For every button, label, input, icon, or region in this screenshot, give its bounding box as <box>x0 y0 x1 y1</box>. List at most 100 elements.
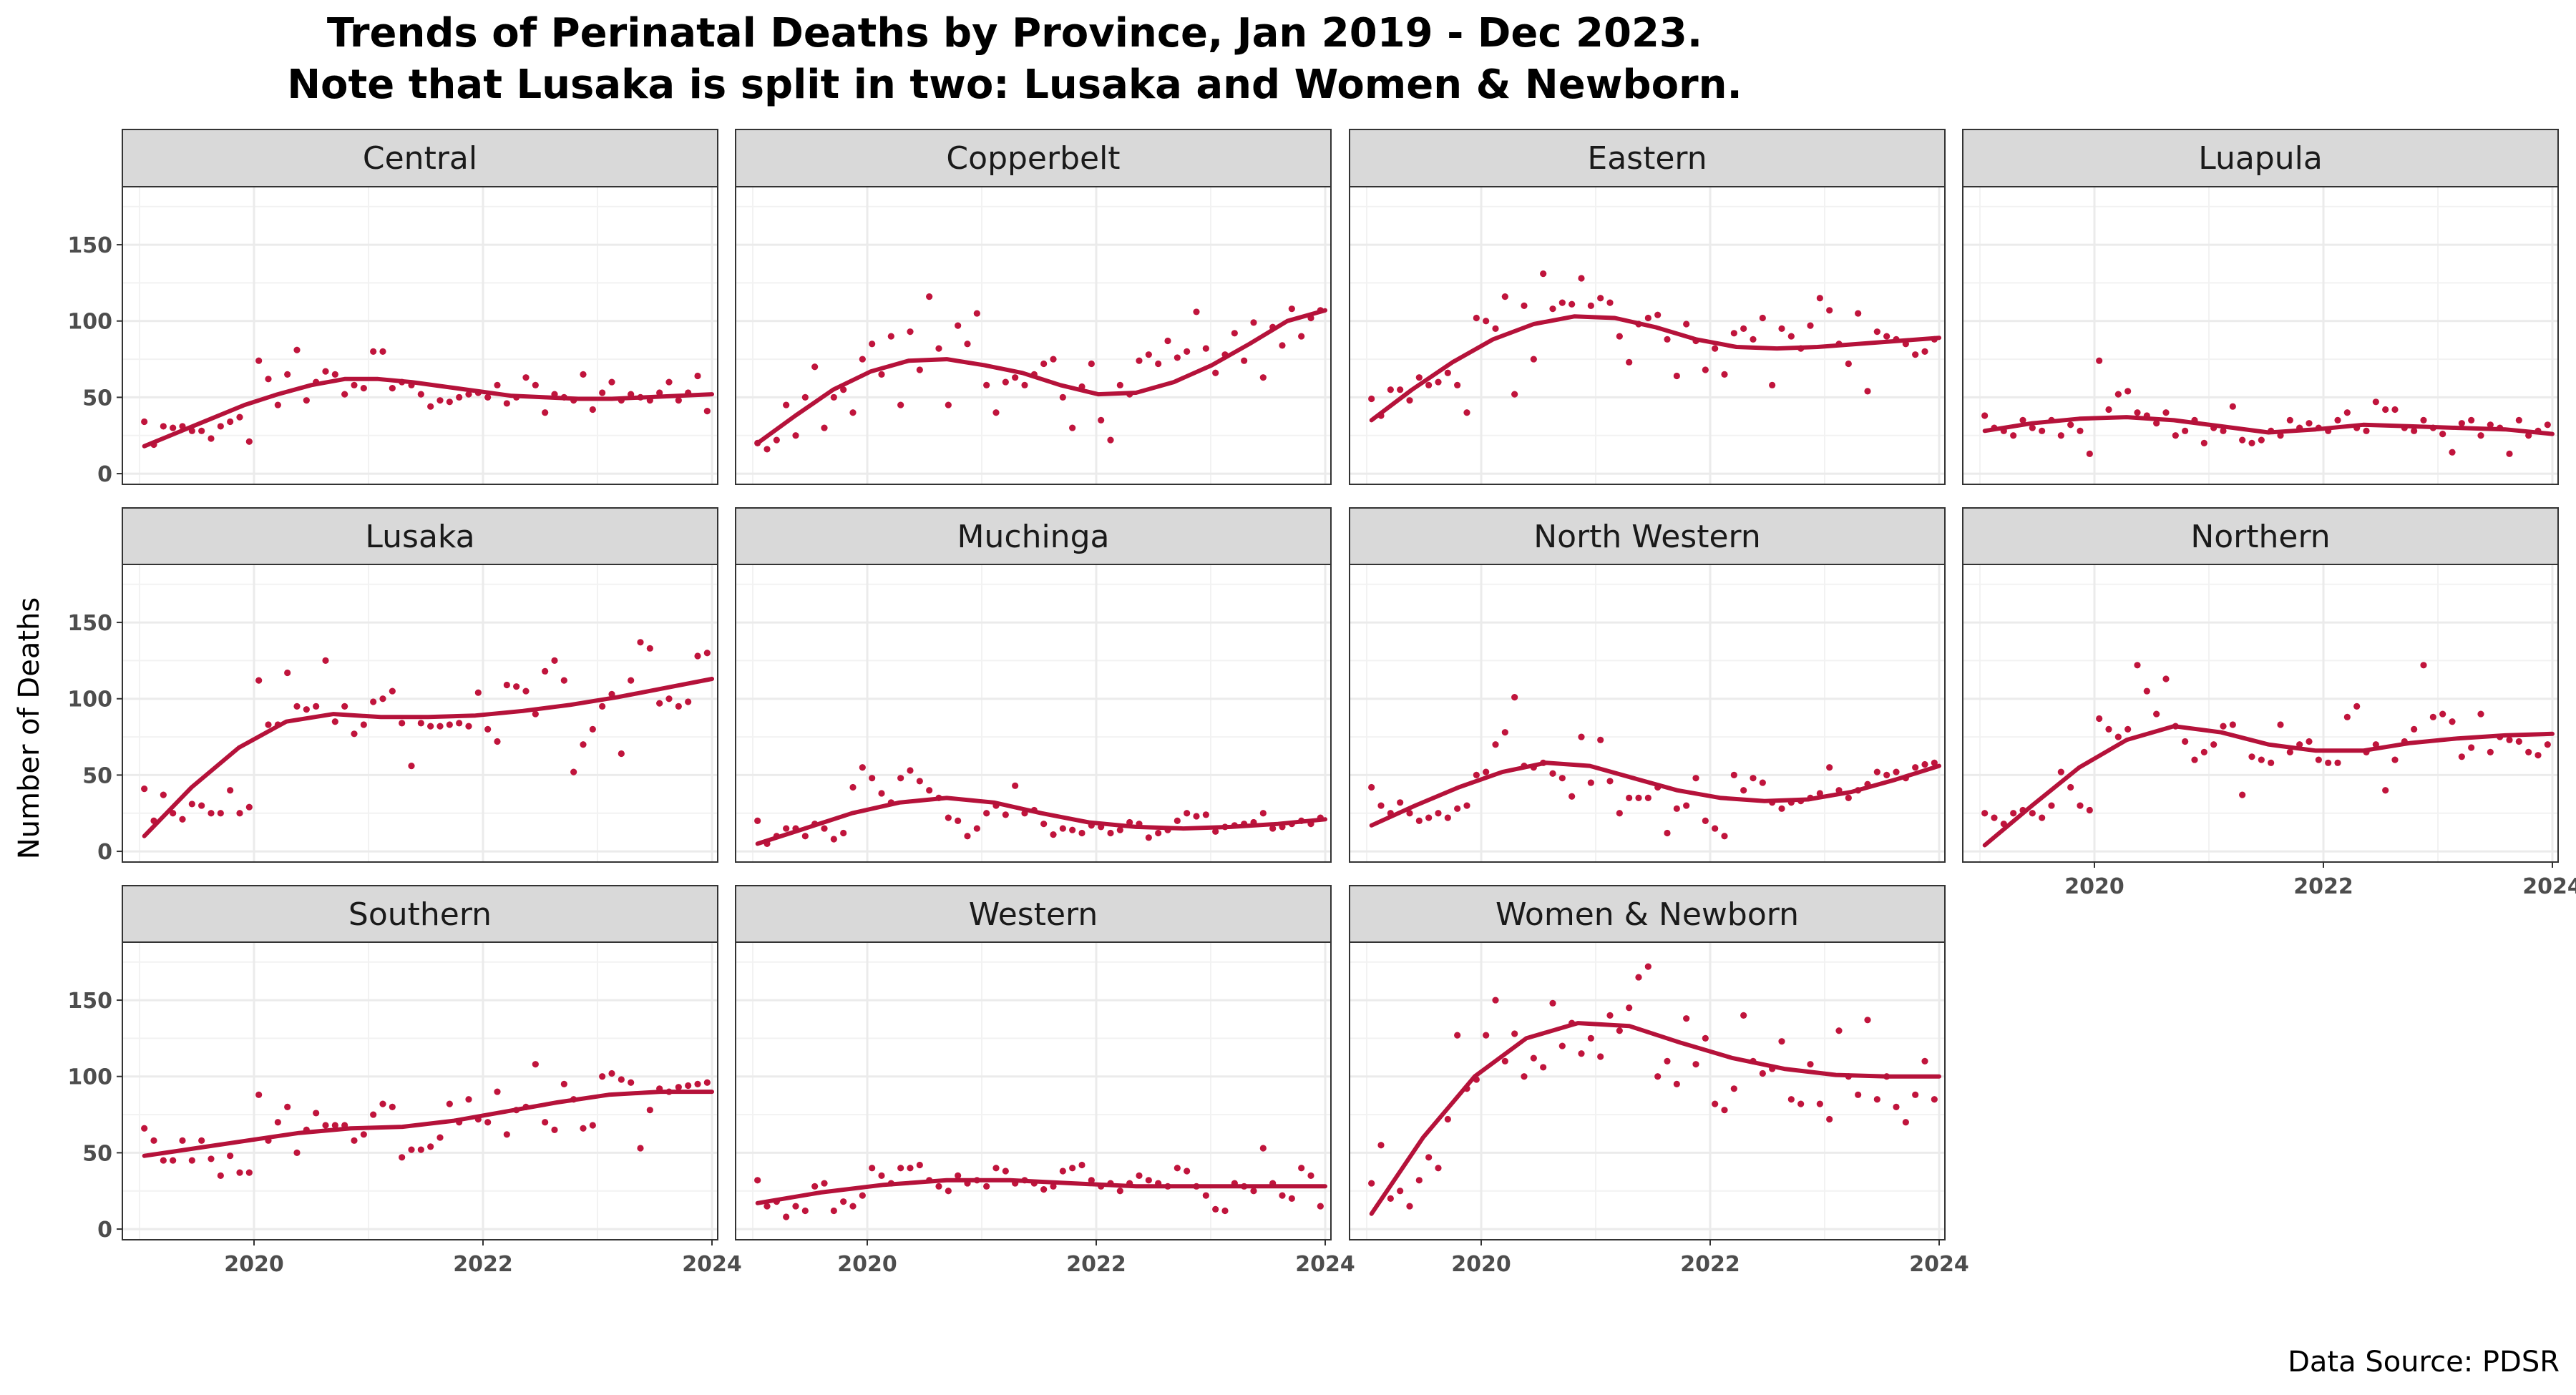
trend-line-central <box>142 376 714 449</box>
data-point <box>2134 662 2141 669</box>
data-point <box>456 720 463 727</box>
data-point <box>2153 710 2160 718</box>
data-point <box>783 1213 790 1220</box>
data-point <box>1397 799 1404 806</box>
data-point <box>1816 295 1823 302</box>
trend-line-western <box>755 1178 1327 1205</box>
data-point <box>1298 1165 1305 1172</box>
data-point <box>589 1122 596 1129</box>
data-point <box>675 1084 682 1091</box>
data-point <box>2039 814 2046 821</box>
data-point <box>2439 710 2446 718</box>
data-point <box>379 1100 386 1107</box>
data-point <box>887 333 894 340</box>
data-point <box>1721 833 1728 840</box>
data-point <box>1730 330 1737 337</box>
data-point <box>1136 357 1143 364</box>
data-point <box>2039 427 2046 434</box>
data-point <box>141 418 148 426</box>
strip-lusaka <box>122 507 718 566</box>
data-point <box>916 778 923 785</box>
data-point <box>1616 333 1623 340</box>
data-point <box>2096 715 2103 723</box>
data-point <box>1740 325 1747 332</box>
data-point <box>637 1145 644 1152</box>
data-point <box>1981 810 1989 817</box>
data-point <box>703 1079 711 1086</box>
data-point <box>1873 768 1880 775</box>
data-point <box>665 378 673 386</box>
data-point <box>1088 360 1095 368</box>
data-point <box>1931 759 1938 766</box>
data-point <box>2449 718 2456 725</box>
data-point <box>2114 733 2122 740</box>
data-point <box>1616 1027 1623 1034</box>
data-point <box>2239 791 2246 798</box>
data-point <box>1155 829 1162 837</box>
data-point <box>227 787 234 794</box>
data-point <box>436 723 444 730</box>
data-point <box>1483 768 1490 775</box>
strip-label-luapula: Luapula <box>2198 140 2323 177</box>
panel-border-muchinga <box>735 564 1332 863</box>
data-point <box>1155 360 1162 368</box>
data-point <box>1241 357 1248 364</box>
data-point <box>2411 427 2418 434</box>
data-point <box>1730 771 1737 778</box>
data-point <box>1558 1042 1566 1049</box>
data-point <box>2096 357 2103 364</box>
trend-line-southern <box>142 1090 714 1158</box>
data-point <box>1202 345 1209 352</box>
data-point <box>255 677 263 684</box>
data-point <box>1702 366 1709 373</box>
data-point <box>1921 760 1928 768</box>
data-point <box>1902 1119 1909 1126</box>
data-point <box>1845 360 1852 368</box>
data-point <box>1626 1004 1633 1012</box>
data-point <box>1116 1188 1123 1195</box>
data-point <box>628 677 635 684</box>
data-point <box>618 1076 625 1083</box>
data-point <box>494 381 501 388</box>
data-point <box>255 1091 263 1098</box>
data-point <box>274 1119 281 1126</box>
data-point <box>1787 1096 1795 1103</box>
strip-label-muchinga: Muchinga <box>957 519 1110 555</box>
data-point <box>1473 771 1480 778</box>
data-point <box>1740 787 1747 794</box>
data-point <box>821 1180 828 1187</box>
data-point <box>1644 794 1652 801</box>
data-point <box>1702 817 1709 824</box>
data-point <box>1635 794 1642 801</box>
data-point <box>830 836 837 843</box>
strip-eastern <box>1349 129 1946 187</box>
panel-border-western <box>735 941 1332 1240</box>
data-point <box>2449 449 2456 456</box>
panel-luapula: Luapula <box>1962 129 2559 485</box>
data-point <box>522 687 530 695</box>
data-point <box>1040 360 1048 368</box>
data-point <box>188 801 195 808</box>
data-point <box>973 825 980 832</box>
data-point <box>2334 416 2341 424</box>
panel-border-luapula <box>1962 186 2559 485</box>
data-point <box>1759 1070 1766 1077</box>
x-tick-label: 2020 <box>224 1252 284 1277</box>
data-point <box>1626 794 1633 801</box>
data-point <box>1673 1080 1680 1087</box>
data-point <box>1298 333 1305 340</box>
data-point <box>1778 325 1785 332</box>
data-point <box>1444 1115 1451 1123</box>
data-point <box>284 669 291 677</box>
data-point <box>1050 831 1057 838</box>
data-point <box>2268 759 2275 766</box>
trend-line-women-and-newborn <box>1369 1021 1941 1216</box>
data-point <box>763 1203 771 1210</box>
data-point <box>2229 403 2236 410</box>
data-point <box>1540 1064 1547 1071</box>
data-point <box>1212 828 1219 835</box>
data-point <box>2515 738 2522 745</box>
data-point <box>2182 738 2189 745</box>
data-point <box>2153 420 2160 427</box>
data-point <box>303 706 310 713</box>
